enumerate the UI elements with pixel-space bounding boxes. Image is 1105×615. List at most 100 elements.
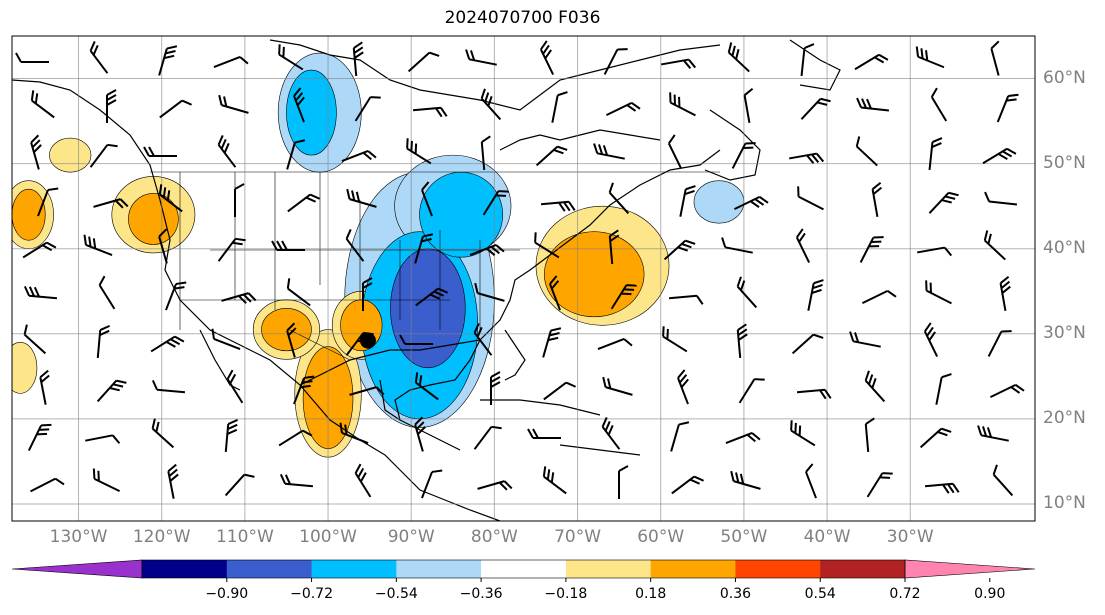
wind-barb: [399, 334, 433, 345]
wind-barb: [22, 241, 57, 259]
wind-barb: [345, 229, 365, 262]
wind-barb: [474, 282, 505, 302]
lon-tick-label: 50°W: [720, 527, 768, 547]
wind-barb: [928, 191, 959, 214]
wind-barb: [990, 40, 1000, 76]
lon-tick-label: 30°W: [886, 527, 934, 547]
wind-barb: [603, 48, 628, 75]
anomaly-contour: [543, 231, 645, 318]
wind-barb: [106, 89, 117, 123]
wind-barb: [158, 45, 178, 76]
wind-barb: [421, 469, 443, 499]
wind-barb: [663, 239, 696, 261]
colorbar: [11, 559, 1036, 582]
gridlines: [12, 36, 1035, 521]
wind-barb: [917, 246, 953, 257]
wind-barb: [671, 475, 704, 495]
wind-barb: [551, 91, 568, 123]
wind-barb: [151, 418, 175, 449]
colorbar-segment: [650, 560, 736, 578]
wind-barb: [736, 276, 758, 309]
wind-barb: [930, 87, 948, 122]
wind-barb: [473, 323, 493, 356]
lat-tick-label: 50°N: [1043, 152, 1086, 173]
wind-barb: [39, 369, 50, 405]
anomaly-contour: [128, 193, 179, 245]
colorbar-segment: [481, 560, 567, 578]
wind-barb: [983, 230, 1006, 261]
wind-barb: [593, 143, 625, 160]
wind-barb: [989, 383, 1025, 399]
wind-barb: [217, 237, 246, 262]
wind-barb: [866, 472, 893, 498]
colorbar-tick-label: −0.18: [544, 586, 588, 602]
wind-barb: [667, 134, 683, 170]
wind-barb: [279, 473, 314, 488]
wind-barb: [473, 425, 502, 450]
wind-barb: [143, 146, 177, 157]
wind-barb: [861, 289, 897, 305]
wind-barb: [987, 330, 1012, 357]
colorbar-tick-label: −0.54: [374, 586, 418, 602]
wind-barb: [992, 464, 1014, 497]
map-title: 2024070700 F036: [444, 8, 601, 28]
wind-barb: [534, 232, 560, 259]
wind-barb: [795, 228, 811, 264]
wind-barb: [796, 388, 832, 400]
wind-barb: [414, 233, 434, 264]
wind-barb: [540, 200, 576, 212]
wind-barb: [167, 463, 179, 499]
lon-tick-label: 110°W: [215, 527, 274, 547]
wind-barb: [286, 139, 306, 170]
wind-barb: [984, 191, 1018, 206]
map-background: [12, 36, 1035, 521]
wind-barb: [919, 427, 952, 449]
wind-barb: [482, 190, 509, 216]
wind-barb: [871, 181, 883, 217]
wind-barb: [800, 43, 815, 77]
wind-barb: [278, 44, 304, 71]
wind-barb: [354, 96, 381, 122]
colorbar-tick-label: 0.90: [974, 586, 1006, 602]
wind-barb: [83, 234, 113, 256]
wind-barb: [37, 187, 59, 217]
wind-barb: [670, 421, 690, 452]
wind-barb: [412, 106, 448, 118]
wind-barb: [527, 428, 561, 439]
wind-barb: [805, 463, 817, 499]
lon-tick-label: 70°W: [554, 527, 602, 547]
wind-barb: [597, 338, 633, 350]
wind-barb: [789, 152, 825, 164]
wind-barb: [543, 381, 576, 401]
wind-barb: [286, 278, 311, 307]
wind-barb: [849, 331, 881, 348]
wind-barb: [730, 470, 761, 490]
wind-barb: [287, 193, 320, 213]
lon-tick-label: 90°W: [387, 527, 435, 547]
wind-barb: [213, 56, 249, 68]
colorbar-segment: [142, 560, 228, 578]
wind-barb: [30, 477, 65, 493]
wind-barb: [738, 378, 765, 404]
colorbar-segment: [735, 560, 821, 578]
lat-tick-label: 60°N: [1043, 67, 1086, 88]
anomaly-contour: [12, 342, 38, 394]
wind-barb: [421, 181, 433, 217]
wind-barb: [668, 294, 704, 305]
wind-barb: [221, 292, 257, 304]
wind-barb: [150, 335, 185, 353]
wind-barb: [856, 97, 890, 112]
lat-tick-label: 10°N: [1043, 492, 1086, 513]
wind-barb: [535, 145, 568, 167]
wind-barb: [727, 42, 750, 73]
anomaly-contour: [12, 188, 46, 241]
wind-barb: [407, 51, 440, 73]
map-frame: [11, 35, 1036, 522]
wind-barb: [271, 240, 305, 251]
colorbar-tick-label: 0.36: [719, 586, 752, 602]
wind-barb: [669, 92, 696, 117]
colorbar-tick-label: −0.72: [290, 586, 333, 602]
colorbar-segment: [820, 560, 906, 578]
colorbar-tick-label: 0.54: [804, 586, 836, 602]
